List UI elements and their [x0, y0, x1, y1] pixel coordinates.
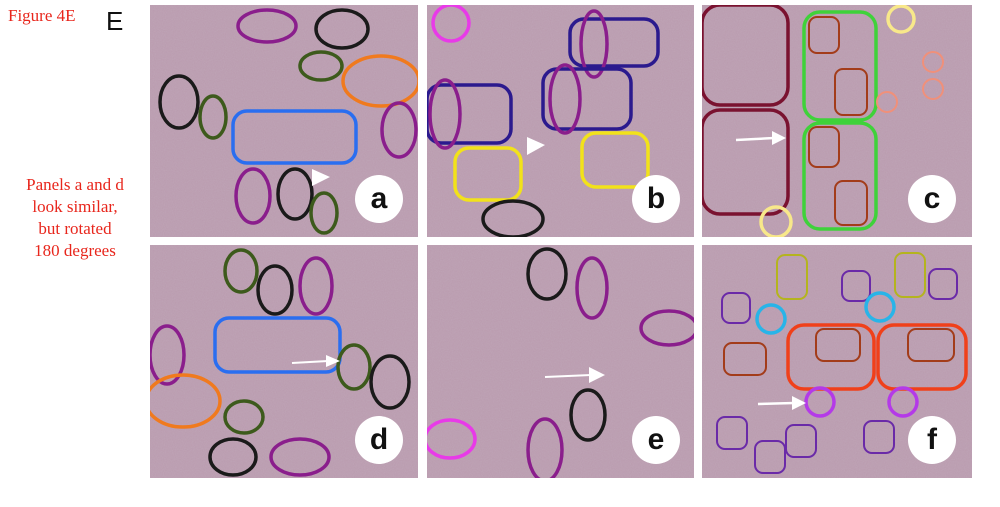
- annotation-circle: [269, 437, 331, 477]
- annotation-box: [716, 416, 748, 450]
- panel-letter-badge: b: [632, 175, 680, 223]
- annotation-circle: [579, 9, 609, 79]
- annotation-circle: [380, 101, 418, 159]
- panel-f: f: [702, 245, 972, 478]
- annotation-box: [802, 121, 878, 231]
- arrow-icon: [312, 169, 330, 186]
- annotation-circle: [526, 417, 564, 478]
- annotation-circle: [804, 386, 836, 418]
- annotation-circle: [298, 50, 344, 82]
- annotation-circle: [276, 167, 314, 221]
- arrowhead-icon: [772, 131, 786, 145]
- annotation-circle: [427, 418, 477, 460]
- annotation-box: [568, 17, 660, 68]
- arrow-icon: [291, 360, 329, 364]
- annotation-box: [834, 68, 868, 116]
- panel-group-letter: E: [106, 6, 124, 36]
- panel-c: c: [702, 5, 972, 237]
- annotation-circle: [428, 78, 462, 150]
- annotation-circle: [481, 199, 545, 237]
- annotation-circle: [309, 191, 339, 235]
- annotation-note-line: look similar,: [32, 197, 118, 216]
- annotation-box: [928, 268, 958, 300]
- arrow-icon: [527, 137, 545, 155]
- annotation-box: [834, 180, 868, 226]
- annotation-box: [702, 108, 790, 216]
- annotation-circle: [150, 324, 186, 386]
- panel-e: e: [427, 245, 694, 478]
- annotation-circle: [922, 78, 944, 100]
- annotation-circle: [548, 63, 582, 135]
- panel-letter-badge: d: [355, 416, 403, 464]
- annotation-box: [231, 109, 358, 165]
- annotation-box: [702, 5, 790, 107]
- annotation-note: Panels a and d look similar, but rotated…: [0, 174, 150, 262]
- annotation-box: [841, 270, 871, 302]
- annotation-circle: [341, 54, 418, 108]
- arrow-icon: [544, 374, 592, 378]
- panel-letter-badge: c: [908, 175, 956, 223]
- annotation-box: [786, 323, 876, 391]
- annotation-circle: [198, 94, 228, 140]
- annotation-note-line: but rotated: [38, 219, 112, 238]
- annotation-box: [802, 10, 878, 122]
- annotation-circle: [208, 437, 258, 477]
- annotation-circle: [569, 388, 607, 442]
- annotation-circle: [864, 291, 896, 323]
- annotation-circle: [755, 303, 787, 335]
- annotation-circle: [639, 309, 694, 347]
- annotation-circle: [876, 91, 898, 113]
- arrow-icon: [735, 136, 775, 142]
- annotation-box: [723, 342, 767, 376]
- annotation-box: [721, 292, 751, 324]
- annotation-circle: [336, 343, 372, 391]
- annotation-circle: [575, 256, 609, 320]
- annotation-box: [815, 328, 861, 362]
- annotation-circle: [369, 354, 411, 410]
- annotation-box: [907, 328, 955, 362]
- annotation-box: [808, 126, 840, 168]
- annotation-box: [808, 16, 840, 54]
- panel-letter-badge: a: [355, 175, 403, 223]
- figure-label: Figure 4E: [8, 6, 76, 25]
- arrowhead-icon: [326, 355, 340, 367]
- annotation-circle: [298, 256, 334, 316]
- annotation-note-line: 180 degrees: [34, 241, 116, 260]
- annotation-box: [894, 252, 926, 298]
- annotation-circle: [236, 8, 298, 44]
- annotation-box: [876, 323, 968, 391]
- annotation-circle: [526, 247, 568, 301]
- annotation-box: [785, 424, 817, 458]
- arrowhead-icon: [589, 367, 605, 383]
- annotation-circle: [887, 386, 919, 418]
- annotation-box: [776, 254, 808, 300]
- annotation-box: [580, 131, 650, 189]
- annotation-circle: [223, 399, 265, 435]
- annotation-circle: [314, 8, 370, 50]
- annotation-box: [427, 83, 513, 145]
- panel-d: d: [150, 245, 418, 478]
- annotation-circle: [256, 264, 294, 316]
- arrowhead-icon: [792, 396, 806, 410]
- annotation-circle: [759, 205, 793, 237]
- annotation-box: [541, 67, 633, 131]
- arrow-icon: [757, 401, 795, 406]
- annotation-circle: [223, 248, 259, 294]
- annotation-circle: [922, 51, 944, 73]
- annotation-box: [213, 316, 342, 374]
- annotation-note-line: Panels a and d: [26, 175, 124, 194]
- annotation-box: [754, 440, 786, 474]
- annotation-circle: [150, 373, 222, 429]
- annotation-circle: [886, 5, 916, 34]
- panel-letter-badge: f: [908, 416, 956, 464]
- panel-b: b: [427, 5, 694, 237]
- panel-a-image: [150, 5, 418, 237]
- panel-letter-badge: e: [632, 416, 680, 464]
- annotation-box: [863, 420, 895, 454]
- annotation-circle: [234, 167, 272, 225]
- annotation-circle: [158, 74, 200, 130]
- panel-a: a: [150, 5, 418, 237]
- annotation-circle: [431, 5, 471, 43]
- annotation-box: [453, 146, 523, 202]
